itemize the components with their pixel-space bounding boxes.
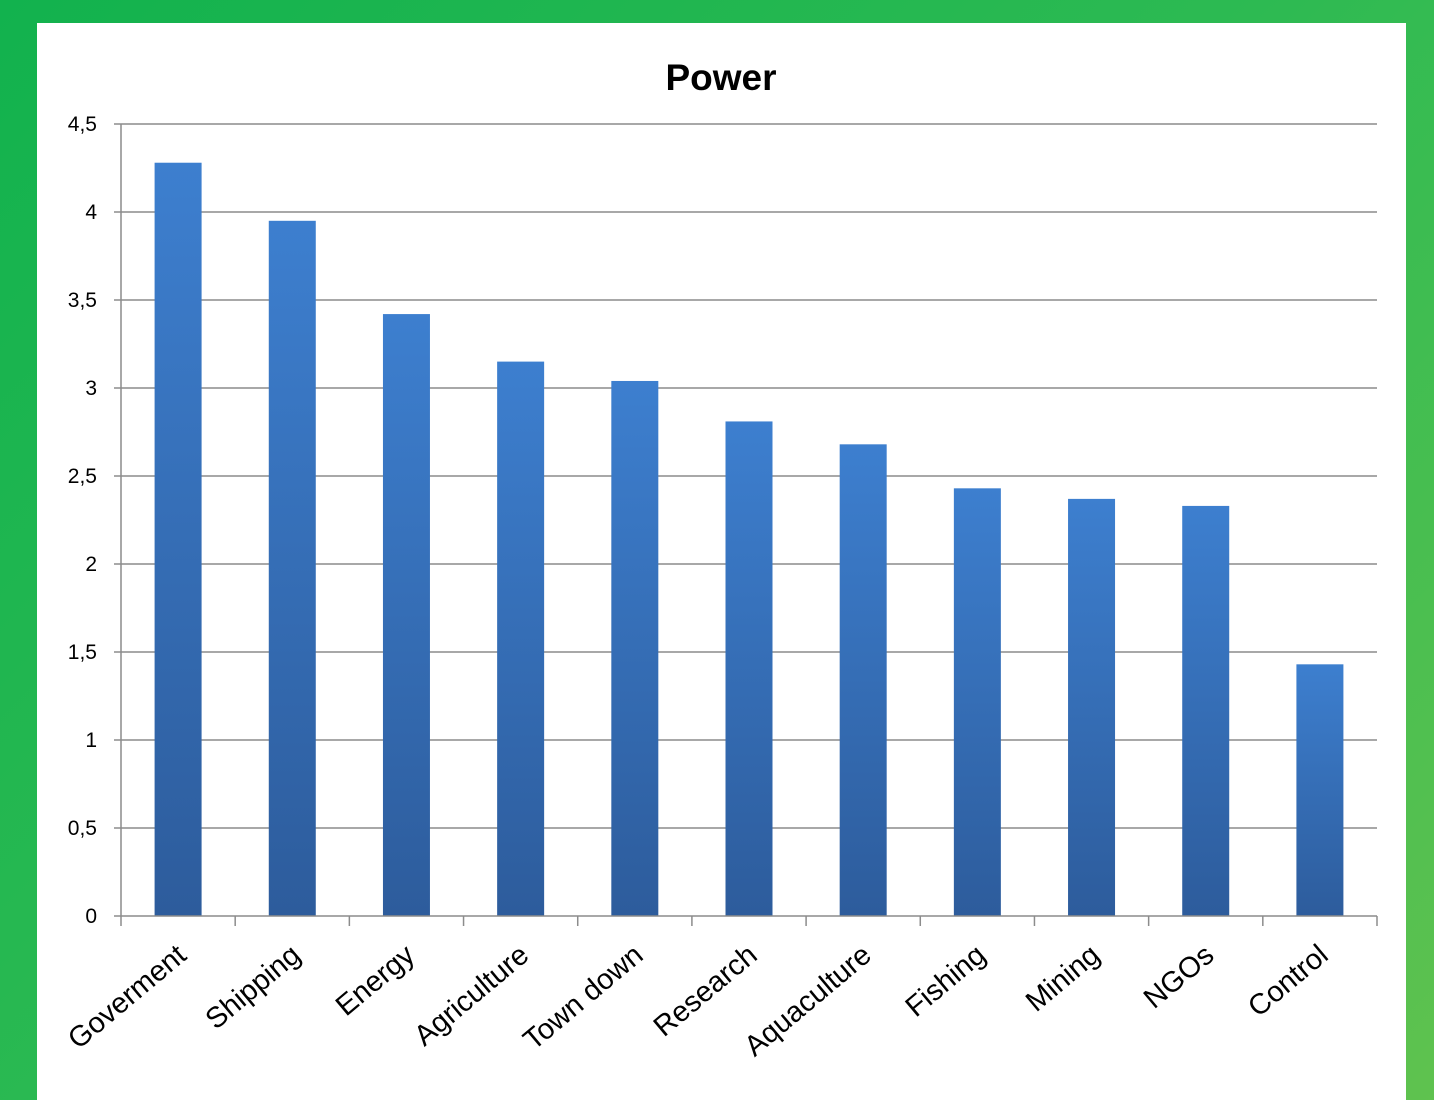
x-category-label: Fishing [900, 939, 992, 1024]
axes [114, 123, 1378, 926]
chart-title: Power [665, 57, 776, 98]
bar-town-down [611, 380, 659, 917]
x-category-label: Goverment [62, 939, 192, 1056]
y-tick-label: 1 [85, 729, 97, 752]
x-category-label: Agriculture [408, 939, 535, 1053]
bar-control [1296, 664, 1344, 916]
bar-goverment [154, 162, 202, 917]
bar-agriculture [497, 361, 545, 917]
x-category-label: Energy [330, 939, 421, 1023]
y-tick-label: 0,5 [68, 817, 97, 840]
x-category-label: Mining [1020, 939, 1106, 1018]
x-category-label: Control [1242, 939, 1334, 1024]
x-category-label: Shipping [200, 939, 307, 1036]
bar-ngos [1182, 505, 1230, 916]
bars [154, 162, 1344, 917]
bar-fishing [953, 488, 1001, 916]
y-tick-label: 4 [85, 201, 97, 224]
x-category-label: Research [648, 939, 764, 1043]
bar-research [725, 421, 773, 916]
x-category-label: NGOs [1138, 939, 1220, 1015]
y-tick-label: 3 [85, 377, 97, 400]
y-tick-label: 2 [85, 553, 97, 576]
x-category-label: Aquaculture [739, 939, 878, 1063]
chart-panel [37, 23, 1406, 1100]
bar-aquaculture [839, 444, 887, 916]
y-tick-label: 4,5 [68, 113, 97, 136]
bar-mining [1068, 498, 1116, 916]
y-tick-label: 3,5 [68, 289, 97, 312]
bar-energy [382, 314, 430, 917]
y-tick-label: 2,5 [68, 465, 97, 488]
y-tick-label: 1,5 [68, 641, 97, 664]
x-category-label: Town down [518, 939, 650, 1057]
bar-shipping [268, 220, 316, 917]
y-tick-labels: 0 0,5 1 1,5 2 2,5 3 3,5 4 4,5 [68, 113, 98, 928]
y-tick-label: 0 [85, 905, 97, 928]
